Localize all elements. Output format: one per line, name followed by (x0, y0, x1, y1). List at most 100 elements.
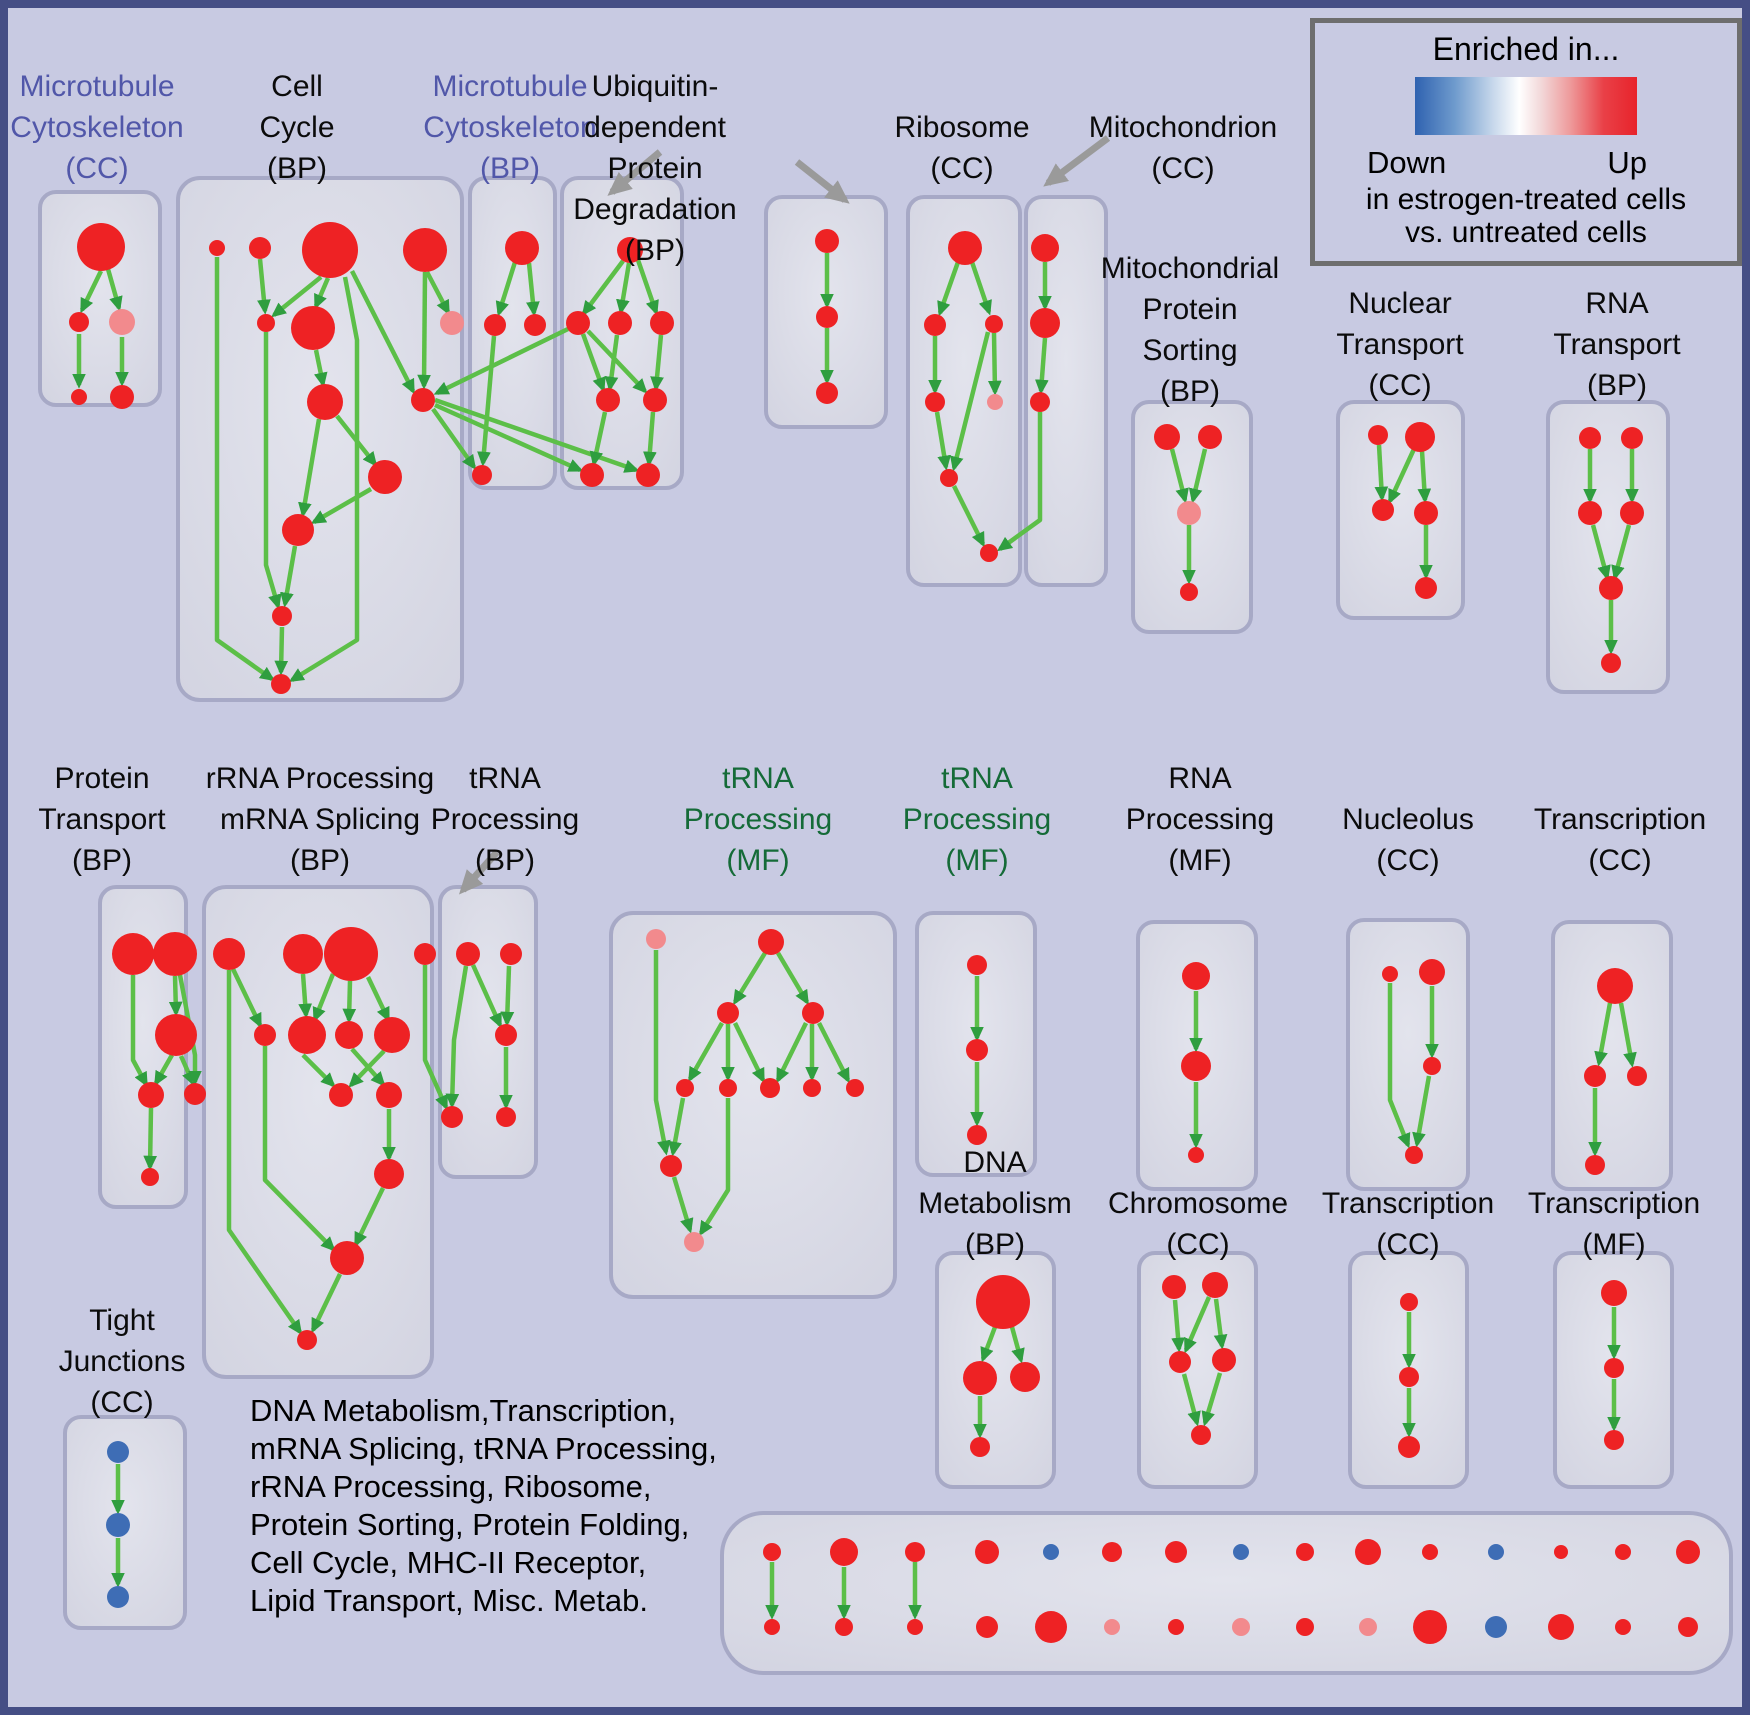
legend-subtitle-line1: in estrogen-treated cells (1365, 183, 1687, 216)
gene-set-node-up (69, 312, 89, 332)
edge-arrow (280, 545, 298, 608)
gene-set-node-up (484, 314, 506, 336)
gene-set-node-up (1597, 968, 1633, 1004)
gene-set-node-up (213, 938, 245, 970)
gene-set-node-up (71, 389, 87, 405)
gene-set-node-down (107, 1586, 129, 1608)
edge-arrow (226, 970, 303, 1336)
gene-set-node-up (717, 1002, 739, 1024)
edge-arrow (688, 1021, 724, 1083)
edge-arrow (353, 1187, 386, 1248)
nucleolus-box (1346, 918, 1470, 1191)
label-pointer-arrow (1043, 135, 1111, 187)
edge-arrow (1201, 1372, 1223, 1427)
gene-set-node-up (1296, 1618, 1314, 1636)
gene-set-node-slight-up (109, 309, 135, 335)
gene-set-node-up (966, 1039, 988, 1061)
gene-set-node-up (368, 460, 402, 494)
gene-set-node-up (1188, 1147, 1204, 1163)
gene-set-node-up (617, 237, 643, 263)
edge-arrow (263, 332, 282, 610)
gene-set-node-slight-up (1359, 1618, 1377, 1636)
edge-arrow (589, 411, 608, 467)
edge-arrow (1009, 1326, 1025, 1364)
edge-arrow (1417, 450, 1432, 504)
gene-set-node-up (1620, 501, 1644, 525)
gene-set-node-up (660, 1155, 682, 1177)
gene-set-node-up (283, 934, 323, 974)
gene-set-node-up (456, 942, 480, 966)
edge-arrow (653, 950, 671, 1156)
gene-set-node-up (1579, 427, 1601, 449)
gene-set-node-up (1601, 1280, 1627, 1306)
gene-set-node-up (472, 465, 492, 485)
gene-set-node-up (335, 1021, 363, 1049)
gene-set-node-up (1678, 1617, 1698, 1637)
legend-box: Enriched in... Down Up in estrogen-treat… (1310, 18, 1742, 266)
edge-arrow (365, 976, 391, 1023)
caption-line: Cell Cycle, MHC-II Receptor, (250, 1545, 647, 1580)
gene-set-node-up (975, 1540, 999, 1564)
edge-arrow (105, 268, 123, 312)
gene-set-node-up (271, 674, 291, 694)
edge-arrow (699, 1098, 731, 1237)
ribosome-box (906, 195, 1022, 587)
edge-arrow (130, 975, 148, 1088)
gene-set-node-up (1180, 583, 1198, 601)
gene-set-node-up (758, 929, 784, 955)
edge-arrow (313, 349, 328, 388)
gene-set-node-up (1578, 501, 1602, 525)
gene-set-node-down (1233, 1544, 1249, 1560)
edge-arrow (733, 951, 767, 1006)
gene-set-node-up (1676, 1540, 1700, 1564)
gene-set-node-up (505, 231, 539, 265)
edge-arrow (604, 334, 620, 392)
gene-set-node-up (980, 544, 998, 562)
gene-set-node-up (376, 1082, 402, 1108)
edge-arrow (495, 261, 518, 317)
gene-set-node-up (1599, 576, 1623, 600)
gene-set-node-up (948, 231, 982, 265)
gene-set-node-slight-up (987, 394, 1003, 410)
gene-set-node-up (763, 1543, 781, 1561)
gene-set-node-down (107, 1441, 129, 1463)
gene-set-node-up (940, 469, 958, 487)
gene-set-node-up (441, 1106, 463, 1128)
gene-set-node-up (496, 1107, 516, 1127)
edge-arrow (271, 275, 323, 318)
gene-set-node-up (330, 1241, 364, 1275)
gene-set-node-up (1585, 1155, 1605, 1175)
edge-arrow (671, 1176, 694, 1234)
gene-set-node-up (905, 1542, 925, 1562)
gene-set-node-up (1615, 1544, 1631, 1560)
gene-set-node-up (1182, 962, 1210, 990)
gene-set-node-up (1181, 1051, 1211, 1081)
legend-subtitle-line2: vs. untreated cells (1405, 216, 1647, 249)
gene-set-node-up (524, 314, 546, 336)
gene-set-node-up (816, 306, 838, 328)
gene-set-node-up (1627, 1066, 1647, 1086)
gene-set-node-up (1030, 392, 1050, 412)
caption-line: Protein Sorting, Protein Folding, (250, 1507, 690, 1542)
edge-arrow (477, 335, 497, 467)
legend-gradient-bar (1415, 77, 1637, 135)
edge-arrow (775, 1022, 809, 1084)
gene-set-node-up (815, 229, 839, 253)
gene-set-node-up (985, 315, 1003, 333)
edge-arrow (951, 484, 986, 548)
gene-set-node-up (967, 955, 987, 975)
edge-arrow (274, 626, 289, 676)
legend-down-label: Down (1367, 145, 1447, 180)
gene-set-node-up (1031, 234, 1059, 262)
gene-set-node-up (1414, 501, 1438, 525)
gene-set-node-up (1405, 1146, 1423, 1164)
gene-set-node-up (1168, 1619, 1184, 1635)
gene-set-node-up (803, 1079, 821, 1097)
gene-set-node-up (155, 1014, 197, 1056)
gene-set-node-up (608, 311, 632, 335)
edge-arrow (470, 964, 503, 1029)
gene-set-node-up (1102, 1542, 1122, 1562)
edge-arrow (776, 951, 809, 1006)
edge-arrow (230, 968, 263, 1029)
